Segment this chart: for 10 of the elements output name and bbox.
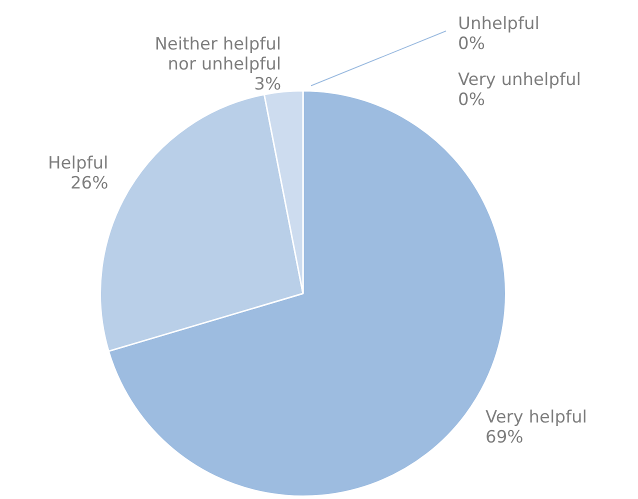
- data-label: 3%: [254, 74, 282, 95]
- data-label: 26%: [70, 173, 108, 194]
- category-label: Unhelpful: [458, 14, 540, 34]
- slice-label: Neither helpful nor unhelpful: [154, 34, 282, 75]
- category-label: Very unhelpful: [458, 70, 582, 90]
- slice-label: Helpful: [48, 153, 108, 174]
- slice-label: Very helpful: [486, 408, 587, 428]
- text: 0%: [458, 34, 485, 54]
- data-label: 69%: [486, 428, 524, 448]
- text: 0%: [458, 90, 485, 110]
